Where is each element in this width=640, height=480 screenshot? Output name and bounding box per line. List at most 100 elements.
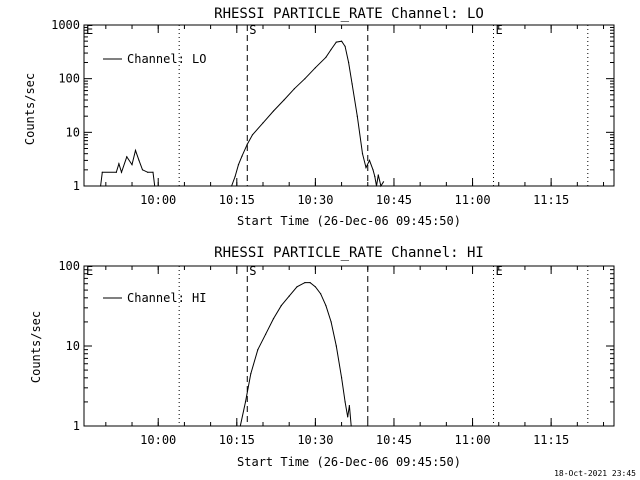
y-tick-label: 10 [66,125,80,139]
data-point [241,155,243,157]
data-point [348,61,350,64]
data-point [141,169,144,171]
data-point [348,405,350,407]
chart-panel-hi: RHESSI PARTICLE_RATE Channel: HI Start T… [29,245,615,469]
x-axis-label: Start Time (26-Dec-06 09:45:50) [237,455,461,469]
data-point [296,286,298,288]
data-point [262,122,264,124]
plot-frame [83,24,615,187]
data-point [288,295,290,297]
data-point [231,185,233,187]
data-point [272,318,275,320]
x-tick-label: 10:15 [219,193,255,207]
data-point [152,171,154,173]
data-point [314,67,316,69]
data-point [101,171,103,173]
data-point [239,425,241,427]
data-point [330,48,332,51]
legend-label: Channel: LO [127,52,206,66]
data-point [265,333,267,335]
chart-title: RHESSI PARTICLE_RATE Channel: HI [214,245,484,261]
data-point [304,282,306,284]
data-point [134,149,137,151]
x-axis-label: Start Time (26-Dec-06 09:45:50) [237,214,461,228]
data-point [341,377,343,379]
data-point [380,185,382,187]
data-point [320,293,322,295]
plot-frame [83,265,615,427]
data-point [356,115,358,117]
x-tick-label: 10:45 [376,193,412,207]
event-marker-label: E [86,23,93,37]
data-point [374,175,376,178]
data-point [283,99,285,101]
data-point [120,171,123,173]
x-tick-label: 10:30 [297,193,333,207]
legend-label: Channel: HI [127,291,206,305]
chart-panel-lo: RHESSI PARTICLE_RATE Channel: LO Start T… [23,6,615,228]
x-tick-label: 10:45 [376,433,412,447]
series-line-0 [100,40,384,188]
data-point [250,373,252,375]
data-point [257,349,259,351]
data-point [100,185,102,187]
footer-timestamp: 18-Oct-2021 23:45 [554,469,636,478]
data-point [154,185,156,187]
data-point [335,345,337,347]
data-point [115,171,117,173]
y-tick-label: 10 [66,339,80,353]
data-point [351,83,353,85]
legend: Channel: HI [103,291,206,305]
data-point [325,305,327,307]
data-point [126,156,128,158]
data-point [234,175,236,178]
data-point [382,181,385,183]
y-tick-label: 100 [58,72,80,86]
data-point [147,171,149,173]
data-point [138,159,140,161]
y-axis-label: Counts/sec [29,311,43,383]
data-point [375,185,378,187]
data-point [350,425,352,427]
y-axis-label: Counts/sec [23,73,37,145]
data-point [344,45,346,48]
data-point [344,401,346,403]
data-point [314,286,316,288]
data-point [330,321,332,323]
x-tick-label: 11:15 [533,433,569,447]
x-tick-label: 10:00 [140,433,176,447]
x-tick-label: 10:30 [297,433,333,447]
x-tick-label: 11:00 [454,193,490,207]
event-marker-label: S [249,264,256,278]
data-point [335,41,337,43]
x-tick-label: 10:15 [219,433,255,447]
data-point [309,282,311,284]
data-point [244,401,247,403]
data-point [293,88,295,90]
event-marker-label: E [86,264,93,278]
data-point [365,167,367,169]
data-point [325,56,327,58]
x-tick-label: 11:00 [454,433,490,447]
data-point [251,134,254,136]
data-point [372,169,374,171]
event-marker-label: E [496,23,503,37]
data-point [280,305,282,307]
data-point [237,164,240,166]
event-marker-label: E [496,264,503,278]
legend: Channel: LO [103,52,206,66]
data-point [246,143,248,145]
data-point [118,163,120,165]
data-point [272,110,275,112]
x-tick-label: 11:15 [533,193,569,207]
series-line-0 [239,282,352,427]
data-point [341,40,343,42]
data-point [377,174,379,176]
data-point [361,153,364,155]
chart-title: RHESSI PARTICLE_RATE Channel: LO [214,6,484,22]
data-point [304,78,306,80]
data-point [131,164,133,166]
y-tick-label: 1000 [51,18,80,32]
x-tick-label: 10:00 [140,193,176,207]
